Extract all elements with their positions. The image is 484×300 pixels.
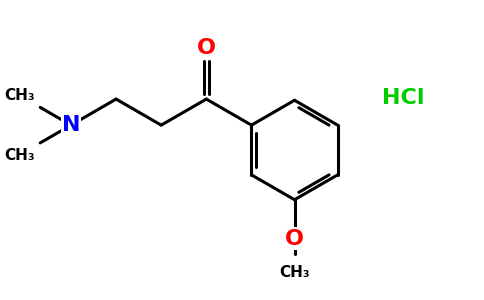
- Text: HCl: HCl: [382, 88, 425, 108]
- Text: CH₃: CH₃: [4, 148, 34, 163]
- Text: CH₃: CH₃: [279, 265, 310, 280]
- Text: O: O: [197, 38, 216, 58]
- Text: O: O: [285, 229, 304, 249]
- Text: CH₃: CH₃: [4, 88, 34, 103]
- Text: N: N: [62, 115, 80, 135]
